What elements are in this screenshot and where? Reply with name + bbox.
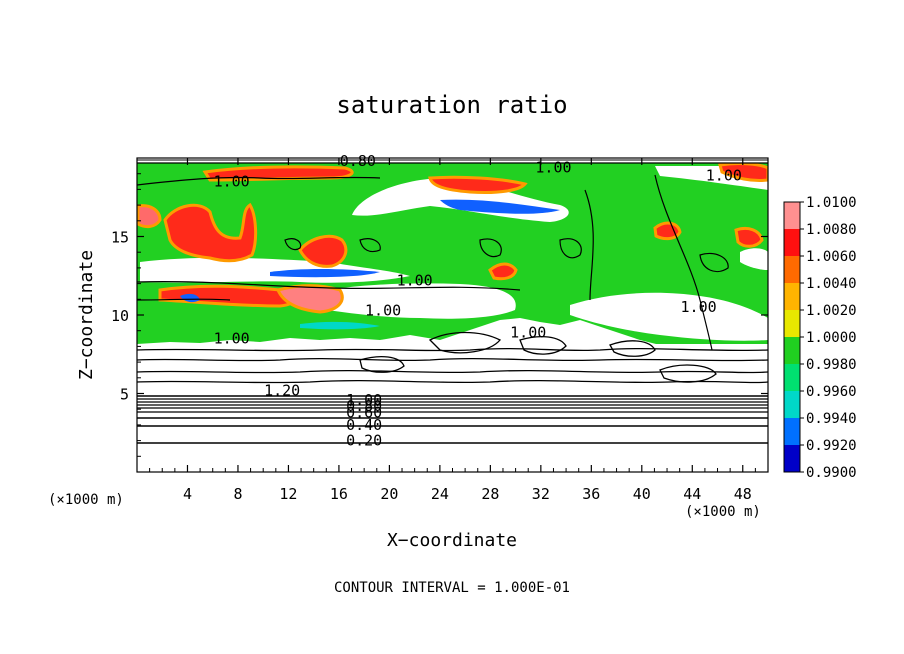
y-tick-label: 15 (111, 229, 129, 247)
colorbar-label: 1.0020 (806, 303, 857, 319)
red-pocket (734, 226, 764, 248)
colorbar-label: 0.9900 (806, 465, 857, 481)
white-patch (740, 248, 768, 270)
colorbar-label: 0.9920 (806, 438, 857, 454)
red-pocket (202, 165, 354, 182)
colorbar-segment (784, 202, 800, 229)
blue-streak (180, 293, 200, 303)
x-tick-label: 8 (233, 485, 242, 503)
contour-label: 1.00 (535, 158, 571, 176)
x-tick-label: 4 (183, 485, 192, 503)
y-axis-unit: (×1000 m) (48, 492, 124, 508)
colorbar-segment (784, 337, 800, 364)
blue-streak (440, 199, 560, 214)
stratified-contours (137, 395, 768, 444)
blue-streak (270, 269, 380, 278)
colorbar-segment (784, 418, 800, 445)
white-patch (300, 283, 516, 319)
x-tick-label: 44 (683, 485, 701, 503)
contour-label: 1.00 (346, 391, 382, 409)
x-axis: 4 8 12 16 20 24 28 32 36 40 44 48 (149, 158, 756, 503)
contour-interval-note: CONTOUR INTERVAL = 1.000E-01 (334, 580, 570, 596)
lower-contours (137, 331, 768, 384)
x-tick-label: 40 (633, 485, 651, 503)
contour-label: 1.00 (510, 323, 546, 341)
colorbar-label: 1.0080 (806, 222, 857, 238)
red-pocket (137, 204, 162, 229)
x-tick-label: 20 (380, 485, 398, 503)
colorbar-segment (784, 256, 800, 283)
white-patch (570, 292, 768, 341)
colorbar-label: 1.0060 (806, 249, 857, 265)
colorbar-segment (784, 364, 800, 391)
colorbar-label: 1.0040 (806, 276, 857, 292)
x-axis-unit: (×1000 m) (685, 504, 761, 520)
colorbar-label: 1.0000 (806, 330, 857, 346)
colorbar-label: 0.9980 (806, 357, 857, 373)
contour-label: 1.00 (706, 166, 742, 184)
contour-labels: 0.200.400.600.801.001.201.001.001.001.00… (214, 152, 742, 449)
colorbar-label: 0.9960 (806, 384, 857, 400)
y-axis-label: Z−coordinate (76, 250, 97, 380)
x-tick-label: 24 (431, 485, 449, 503)
contour-label: 0.80 (346, 397, 382, 415)
contour-label: 0.60 (346, 403, 382, 421)
red-pocket (488, 262, 518, 281)
red-pocket (275, 284, 344, 314)
colorbar-segment (784, 229, 800, 256)
colorbar-label: 1.0100 (806, 195, 857, 211)
contour-label: 1.00 (397, 271, 433, 289)
y-tick-label: 5 (120, 386, 129, 404)
y-tick-label: 10 (111, 307, 129, 325)
red-pocket (653, 221, 682, 241)
red-pocket (298, 234, 348, 268)
chart-title: saturation ratio (336, 91, 567, 119)
x-tick-label: 48 (734, 485, 752, 503)
x-tick-label: 28 (481, 485, 499, 503)
colorbar-segment (784, 391, 800, 418)
contour-label: 1.00 (214, 330, 250, 348)
colorbar-label: 0.9940 (806, 411, 857, 427)
red-pocket (163, 202, 258, 263)
red-pocket (428, 175, 528, 194)
x-tick-label: 32 (532, 485, 550, 503)
colorbar-segment (784, 310, 800, 337)
contour-label: 0.80 (340, 152, 376, 170)
contour-label: 1.00 (681, 298, 717, 316)
x-tick-label: 16 (330, 485, 348, 503)
x-tick-label: 12 (279, 485, 297, 503)
contour-label: 1.00 (365, 301, 401, 319)
contour-label: 1.00 (214, 173, 250, 191)
mid-contours (137, 174, 729, 351)
x-axis-label: X−coordinate (387, 530, 517, 551)
colorbar: 1.0100 1.0080 1.0060 1.0040 1.0020 1.0000 0.99… (783, 195, 857, 481)
colorbar-segment (784, 283, 800, 310)
contour-label: 0.40 (346, 416, 382, 434)
plot-area (137, 158, 768, 472)
blue-streak (300, 321, 380, 330)
lower-white-band (137, 344, 768, 396)
contour-label: 0.20 (346, 432, 382, 450)
y-axis: 5 10 15 (111, 173, 768, 457)
x-tick-label: 36 (582, 485, 600, 503)
colorbar-segment (784, 445, 800, 472)
contour-label: 1.20 (264, 381, 300, 399)
